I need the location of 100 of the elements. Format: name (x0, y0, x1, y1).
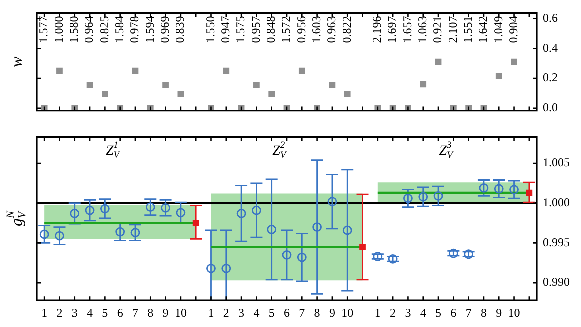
x-tick-label: 4 (87, 306, 94, 320)
annotation: 1.642 (476, 16, 490, 44)
annotation: 1.000 (52, 16, 66, 44)
point (328, 197, 338, 206)
annotation: 0.956 (294, 16, 308, 44)
point (342, 226, 352, 236)
y-tick-label: 1.000 (543, 196, 570, 210)
annotation: 1.594 (142, 16, 157, 44)
y-tick-label: 0.4 (543, 40, 558, 55)
point (329, 82, 336, 88)
x-tick-label: 9 (162, 306, 169, 320)
x-tick-label: 3 (238, 306, 245, 320)
x-tick-label: 4 (254, 306, 260, 320)
annotation: 1.580 (67, 16, 82, 44)
point (282, 250, 292, 260)
x-tick-label: 3 (72, 306, 78, 320)
x-tick-label: 5 (436, 306, 442, 320)
point (373, 252, 383, 262)
annotation: 1.063 (416, 16, 430, 44)
x-tick-label: 10 (342, 306, 354, 320)
point (420, 81, 427, 88)
annotation: 0.969 (158, 16, 172, 44)
annotation: 0.839 (173, 16, 188, 44)
point (268, 91, 276, 98)
x-tick-label: 2 (56, 306, 63, 320)
point (85, 206, 95, 216)
point (344, 91, 351, 98)
annotation: 0.848 (264, 16, 278, 44)
annotation: 0.921 (430, 16, 445, 44)
point (176, 208, 186, 218)
x-tick-label: 6 (284, 306, 290, 320)
point (360, 244, 366, 250)
annotation: 0.964 (82, 16, 96, 44)
point (223, 68, 230, 74)
x-tick-label: 3 (405, 306, 412, 320)
x-tick-label: 9 (329, 306, 336, 320)
point (511, 58, 518, 66)
point (254, 82, 260, 88)
point (448, 248, 458, 258)
y-tick-label: 0.6 (543, 10, 558, 25)
annotation: 1.657 (400, 16, 414, 44)
x-tick-label: 7 (466, 306, 472, 320)
point (86, 82, 94, 88)
x-tick-label: 2 (223, 306, 230, 320)
x-tick-label: 8 (314, 306, 320, 320)
annotation: 1.572 (279, 16, 294, 44)
annotation: 1.603 (309, 16, 324, 44)
annotation: 0.947 (218, 16, 233, 44)
y-axis-title: w (9, 56, 26, 68)
point (70, 209, 80, 218)
annotation: 1.049 (491, 16, 506, 44)
y-axis-title: gVN (5, 210, 29, 227)
point (267, 224, 277, 234)
y-tick-label: 0.0 (543, 100, 558, 115)
x-tick-label: 5 (102, 306, 108, 320)
x-tick-label: 1 (208, 306, 214, 320)
x-tick-label: 8 (480, 306, 487, 320)
annotation: 2.196 (370, 16, 384, 44)
annotation: 0.963 (324, 16, 339, 44)
point (206, 264, 216, 274)
x-tick-label: 6 (117, 306, 124, 320)
annotation: 0.957 (248, 16, 263, 44)
y-tick-label: 1.005 (543, 156, 570, 170)
annotation: 2.107 (446, 16, 460, 44)
point (56, 68, 63, 74)
x-tick-label: 1 (42, 306, 48, 320)
point (178, 91, 184, 98)
point (162, 82, 169, 88)
x-tick-label: 7 (132, 306, 138, 320)
point (236, 209, 246, 218)
point (102, 91, 108, 98)
point (312, 222, 322, 232)
point (222, 264, 232, 274)
point (192, 220, 200, 226)
y-tick-label: 0.995 (543, 235, 570, 250)
x-tick-label: 10 (508, 306, 520, 320)
point (388, 254, 398, 264)
annotation: 0.978 (128, 16, 142, 44)
annotation: 1.577 (36, 16, 51, 44)
y-tick-label: 0.990 (543, 275, 570, 290)
x-tick-label: 8 (148, 306, 154, 320)
annotation: 1.575 (234, 16, 248, 44)
annotation: 1.697 (385, 16, 400, 44)
annotation: 1.550 (203, 16, 218, 44)
annotation: 0.825 (97, 16, 112, 44)
x-tick-label: 5 (268, 306, 275, 320)
annotation: 1.584 (112, 16, 126, 44)
x-tick-label: 4 (420, 306, 426, 320)
annotation: 0.822 (340, 16, 354, 44)
point (435, 58, 442, 66)
point (252, 206, 262, 216)
x-tick-label: 1 (374, 306, 381, 320)
point (298, 68, 306, 74)
point (297, 252, 307, 262)
y-tick-label: 0.2 (543, 70, 558, 85)
x-tick-label: 2 (390, 306, 396, 320)
x-tick-label: 10 (174, 306, 187, 320)
x-tick-label: 9 (496, 306, 502, 320)
annotation: 0.904 (506, 16, 520, 44)
point (496, 73, 502, 80)
